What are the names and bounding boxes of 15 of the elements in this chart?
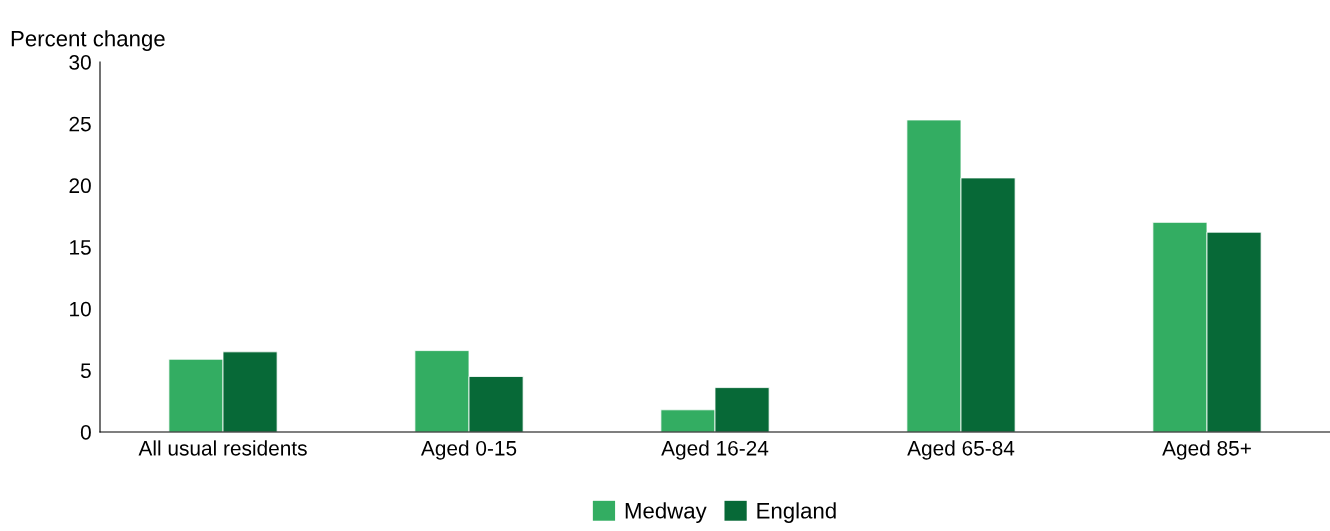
y-tick-label: 0 (80, 425, 91, 440)
y-tick-label: 5 (80, 363, 91, 379)
x-tick-label: All usual residents (138, 440, 307, 456)
x-tick-label: Aged 0-15 (420, 440, 517, 460)
x-tick-label: Aged 65-84 (907, 440, 1015, 460)
y-tick-label: 15 (70, 240, 91, 255)
y-tick-label: 30 (69, 55, 91, 70)
legend-label: England (757, 502, 836, 523)
y-tick-label: 25 (69, 116, 91, 132)
y-axis-title: Percent change (11, 30, 165, 51)
x-tick-label: Aged 16-24 (661, 440, 769, 460)
y-tick-label: 20 (69, 178, 91, 194)
legend-label: Medway (625, 502, 707, 523)
x-tick-label: Aged 85+ (1162, 440, 1251, 460)
y-tick-label: 10 (70, 301, 91, 317)
